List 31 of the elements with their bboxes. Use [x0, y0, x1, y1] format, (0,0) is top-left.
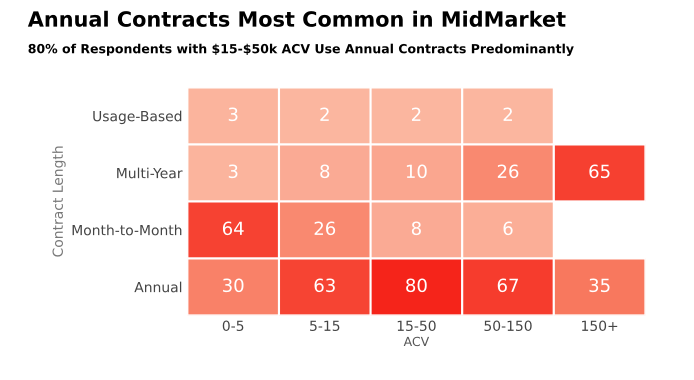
data-label: 26	[314, 221, 336, 236]
data-label: 10	[406, 164, 427, 178]
y-axis-title: Contract Length	[52, 146, 66, 257]
y-tick-label: Annual	[134, 282, 182, 292]
x-axis-title: ACV	[404, 336, 430, 346]
data-label: 8	[412, 221, 421, 236]
data-label: 2	[504, 107, 512, 121]
y-tick-label: Month-to-Month	[72, 224, 182, 236]
x-tick-label: 150+	[582, 320, 618, 332]
chart-subtitle: 80% of Respondents with $15-$50k ACV Use Annual Contracts Predominantly	[28, 44, 574, 56]
data-label: 30	[223, 278, 244, 292]
data-label: 26	[498, 164, 518, 178]
data-label: 80	[406, 278, 427, 292]
x-tick-label: 50-150	[484, 320, 532, 332]
x-tick-label: 0-5	[222, 320, 244, 332]
data-label: 3	[228, 107, 238, 122]
data-label: 63	[314, 278, 335, 292]
y-tick-label: Multi-Year	[117, 168, 183, 178]
data-label: 6	[504, 221, 513, 236]
data-label: 2	[412, 107, 420, 121]
data-label: 64	[222, 221, 244, 236]
y-tick-label: Usage-Based	[93, 110, 182, 124]
chart-title: Annual Contracts Most Common in MidMarket	[28, 10, 566, 27]
data-label: 3	[228, 164, 238, 178]
data-label: 8	[320, 164, 330, 178]
data-label: 67	[498, 278, 518, 292]
data-label: 65	[589, 164, 610, 178]
data-label: 2	[320, 107, 329, 121]
x-tick-label: 15-50	[398, 320, 436, 332]
data-label: 35	[590, 278, 610, 292]
x-tick-label: 5-15	[310, 320, 340, 332]
